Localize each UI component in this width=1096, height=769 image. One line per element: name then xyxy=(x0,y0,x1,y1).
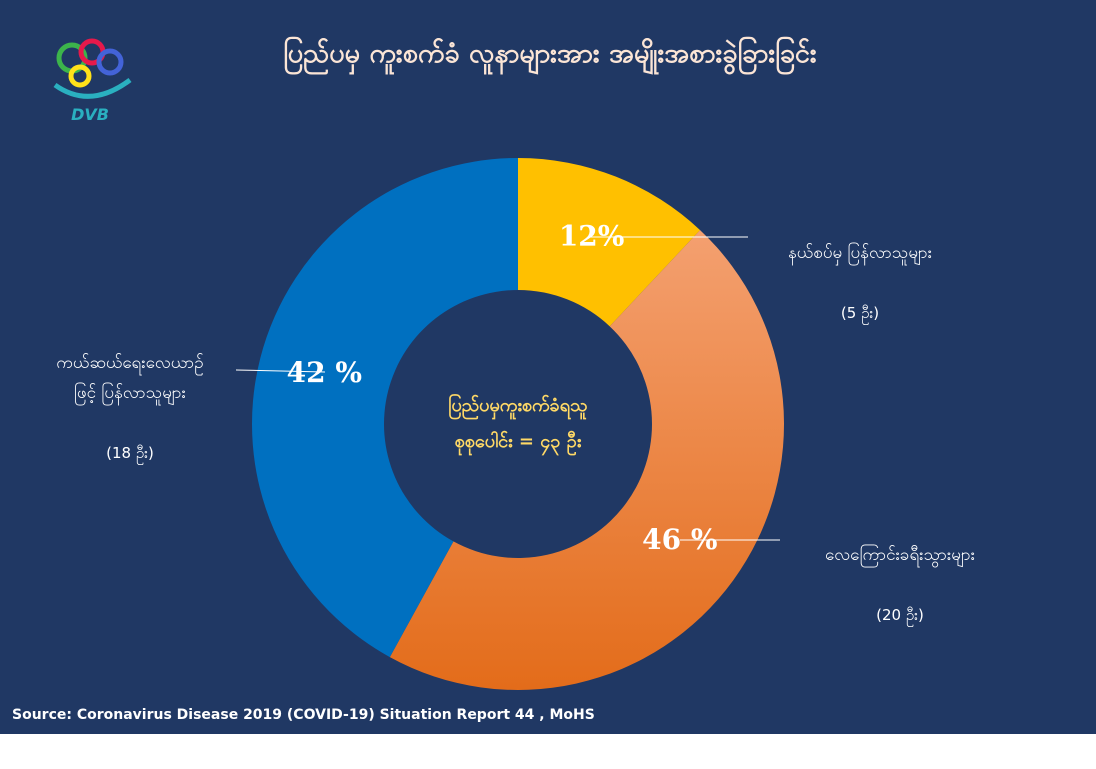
category-note: (20 ဦး) xyxy=(876,606,924,624)
category-block: ကယ်ဆယ်ရေးလေယာဉ် ဖြင့် ပြန်လာသူများ (18 ဦ… xyxy=(20,318,240,498)
logo: DVB xyxy=(53,38,132,124)
value-label: 12% xyxy=(559,220,625,253)
center-label: ပြည်ပမှကူးစက်ခံရသူ စုစုပေါင်း = ၄၃ ဦး xyxy=(448,395,588,452)
source: Source: Coronavirus Disease 2019 (COVID-… xyxy=(12,707,595,723)
slice xyxy=(251,157,518,658)
chart-title: ပြည်ပမှ ကူးစက်ခံ လူနာများအား အမျိုးအစားခ… xyxy=(283,38,817,69)
category-label: လေကြောင်းခရီးသွားများ xyxy=(824,545,976,565)
logo-text: DVB xyxy=(71,105,109,124)
leader-lines xyxy=(235,236,780,541)
category-note: (18 ဦး) xyxy=(106,444,154,462)
category-label: ကယ်ဆယ်ရေးလေယာဉ် ဖြင့် ပြန်လာသူများ xyxy=(56,353,204,403)
category-note: (5 ဦး) xyxy=(840,304,880,322)
category-block: နယ်စပ်မှ ပြန်လာသူများ (5 ဦး) xyxy=(755,208,965,358)
category-label: နယ်စပ်မှ ပြန်လာသူများ xyxy=(787,243,933,263)
category-block: လေကြောင်းခရီးသွားများ (20 ဦး) xyxy=(785,510,1015,660)
slice xyxy=(518,158,701,327)
slice xyxy=(389,230,785,691)
